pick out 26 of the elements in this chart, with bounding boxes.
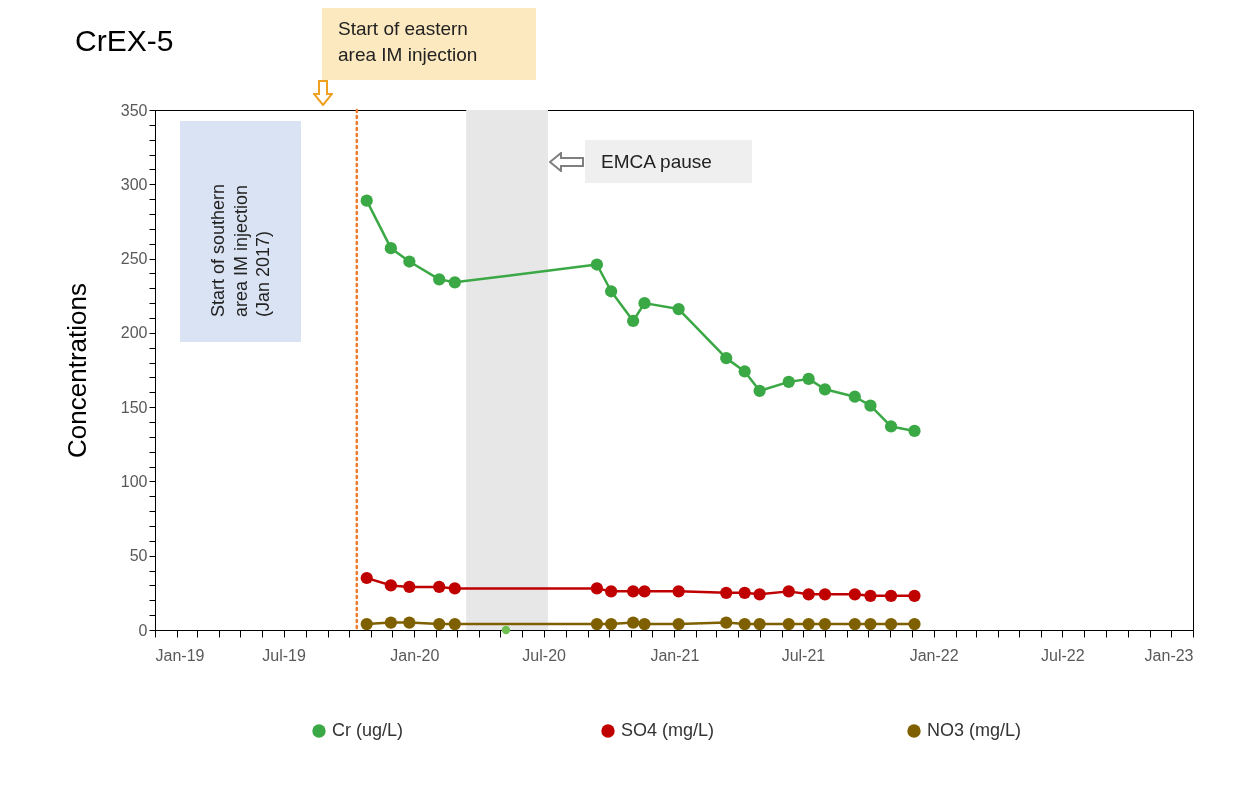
x-tick-label: Jul-21: [781, 646, 826, 664]
y-tick-label: 250: [120, 250, 148, 268]
note-box: Start of southern area IM injection (Jan 2017): [180, 121, 301, 342]
legend-label: SO4 (mg/L): [621, 720, 715, 740]
y-tick-label: 100: [120, 472, 148, 490]
annotation: Start of southern area IM injection (Jan 2017): [206, 182, 274, 317]
y-tick-label: 150: [120, 398, 148, 416]
legend-label: Cr (ug/L): [332, 720, 404, 740]
y-tick-label: 0: [138, 621, 148, 639]
x-tick-label: Jan-19: [155, 646, 205, 664]
note-box: EMCA pause: [585, 140, 752, 183]
y-tick-label: 200: [120, 324, 148, 342]
y-tick-label: 300: [120, 175, 148, 193]
chart-title: CrEX-5: [75, 24, 174, 57]
x-tick-label: Jan-23: [1144, 646, 1194, 664]
x-tick-label: Jan-21: [650, 646, 700, 664]
note-box: Start of eastern area IM injection: [322, 8, 536, 80]
y-axis-title: Concentrations: [61, 283, 92, 458]
y-tick-label: 350: [120, 101, 148, 119]
legend-label: NO3 (mg/L): [927, 720, 1022, 740]
x-tick-label: Jan-20: [390, 646, 440, 664]
y-tick-label: 50: [129, 547, 148, 565]
x-tick-label: Jan-22: [909, 646, 959, 664]
x-tick-label: Jul-19: [262, 646, 306, 664]
x-tick-label: Jul-20: [522, 646, 567, 664]
x-tick-label: Jul-22: [1040, 646, 1085, 664]
